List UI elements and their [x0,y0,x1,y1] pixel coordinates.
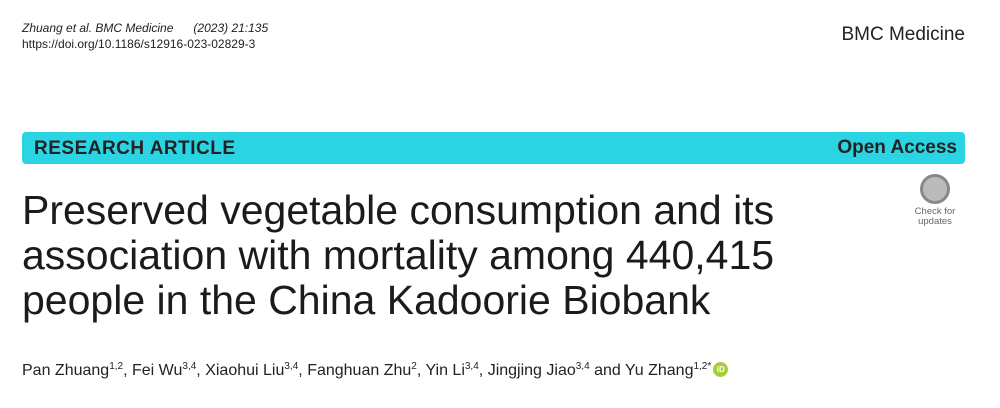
affiliation-numbers: 1,2 [693,361,708,372]
badge-line: Check for [914,206,956,217]
author-name: Jingjing Jiao [487,362,576,379]
citation: (2023) 21:135 [193,21,269,35]
affiliation: 3,4 [576,361,590,372]
orcid-icon[interactable]: iD [713,362,729,377]
affiliation: 3,4 [465,361,479,372]
corresponding-mark: * [707,361,712,372]
title-line: Preserved vegetable consumption and its [22,187,775,233]
separator: , [298,362,303,379]
author-name: Pan Zhuang [22,362,110,379]
affiliation-numbers: 3,4 [464,361,479,372]
separator: , [123,362,128,379]
badge-line: updates [918,216,952,227]
authors: Pan Zhuang1,2, Fei Wu3,4, Xiaohui Liu3,4… [22,361,729,380]
affiliation-numbers: 3,4 [182,361,197,372]
affiliation: 1,2 [109,361,123,372]
citation-block: Zhuang et al. BMC Medicine (2023) 21:135… [22,20,268,52]
check-updates-badge[interactable]: Check for updates [905,172,965,232]
separator: , [196,362,201,379]
author-name: Fei Wu [132,362,183,379]
banner: RESEARCH ARTICLE Open Access [22,132,965,164]
conjunction: and [594,362,621,379]
author-name: Fanghuan Zhu [307,362,412,379]
author-name: Xiaohui Liu [205,362,285,379]
affiliation-numbers: 3,4 [284,361,299,372]
title-line: people in the China Kadoorie Biobank [22,277,711,323]
affiliation: 1,2* [693,361,711,372]
affiliation: 3,4 [182,361,196,372]
title-line: association with mortality among 440,415 [22,232,775,278]
authors-short: Zhuang et al. BMC Medicine [22,21,174,35]
separator: , [478,362,484,379]
journal-name: BMC Medicine [841,24,965,45]
affiliation: 2 [411,361,417,372]
separator: , [416,362,422,379]
affiliation-numbers: 3,4 [575,361,590,372]
affiliation-numbers: 2 [411,361,417,372]
affiliation: 3,4 [284,361,298,372]
author-name: Yu Zhang [624,362,694,379]
title: Preserved vegetable consumption and its a… [22,188,774,323]
badge-icon [920,174,950,204]
author-name: Yin Li [425,362,465,379]
affiliation-numbers: 1,2 [109,361,124,372]
article-type: RESEARCH ARTICLE [34,138,236,159]
doi[interactable]: https://doi.org/10.1186/s12916-023-02829… [22,37,256,51]
open-access: Open Access [837,137,957,158]
